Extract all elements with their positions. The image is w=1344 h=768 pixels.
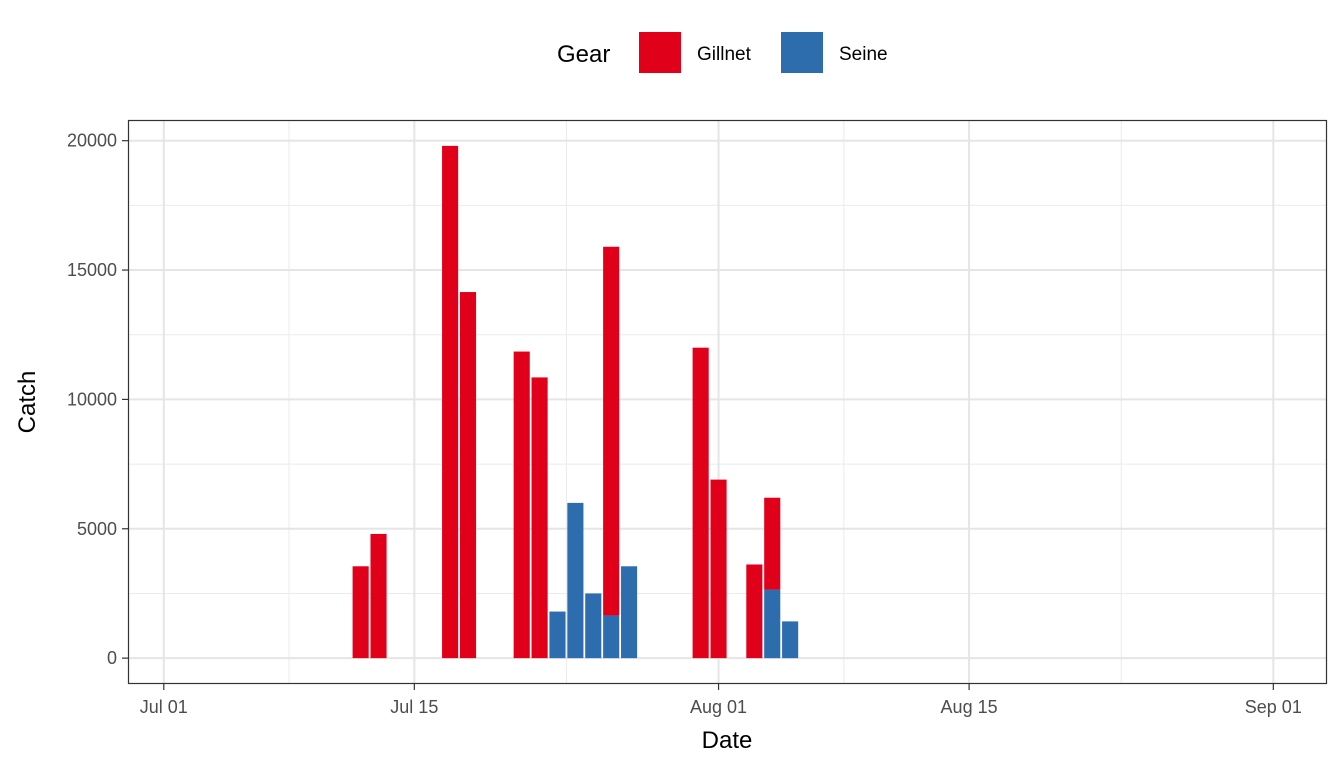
bar-gillnet — [531, 377, 548, 659]
y-axis-title: Catch — [14, 371, 41, 434]
y-tick-label: 0 — [107, 648, 117, 668]
x-tick-label: Sep 01 — [1245, 697, 1302, 717]
bar-gillnet — [352, 566, 369, 659]
bar-gillnet — [442, 145, 459, 659]
legend-label-seine: Seine — [839, 44, 888, 65]
y-tick-label: 10000 — [67, 389, 117, 409]
legend-swatch-gillnet — [639, 32, 681, 73]
bar-gillnet — [513, 351, 530, 659]
x-axis: Jul 01 Jul 15 Aug 01 Aug 15 Sep 01 — [140, 684, 1302, 717]
bar-seine — [567, 502, 584, 659]
legend-label-gillnet: Gillnet — [697, 44, 752, 65]
bar-gillnet — [764, 497, 781, 590]
bar-gillnet — [692, 347, 709, 659]
bar-gillnet — [746, 564, 763, 659]
y-axis: 0 5000 10000 15000 20000 — [67, 131, 128, 668]
minor-gridlines — [128, 120, 1327, 684]
x-tick-label: Jul 01 — [140, 697, 188, 717]
bar-seine — [782, 621, 799, 659]
legend-swatch-seine — [781, 32, 823, 73]
bar-gillnet — [370, 533, 387, 659]
y-tick-label: 15000 — [67, 260, 117, 280]
legend-title: Gear — [557, 41, 610, 68]
x-tick-label: Aug 01 — [690, 697, 747, 717]
y-tick-label: 5000 — [77, 519, 117, 539]
bar-gillnet — [603, 246, 620, 616]
major-gridlines — [128, 120, 1327, 684]
bar-gillnet — [710, 479, 727, 659]
panel-border — [127, 119, 1328, 685]
legend: Gear Gillnet Seine — [557, 32, 888, 73]
bars — [352, 145, 799, 659]
x-tick-label: Aug 15 — [941, 697, 998, 717]
panel-background — [128, 120, 1327, 684]
bar-seine — [549, 611, 566, 659]
y-tick-label: 20000 — [67, 131, 117, 151]
x-axis-title: Date — [702, 727, 753, 754]
bar-seine — [621, 566, 638, 659]
bar-seine — [585, 593, 602, 659]
plot-panel — [127, 119, 1328, 685]
x-tick-label: Jul 15 — [390, 697, 438, 717]
bar-seine — [764, 589, 781, 659]
bar-seine — [603, 615, 620, 659]
bar-gillnet — [459, 292, 477, 659]
